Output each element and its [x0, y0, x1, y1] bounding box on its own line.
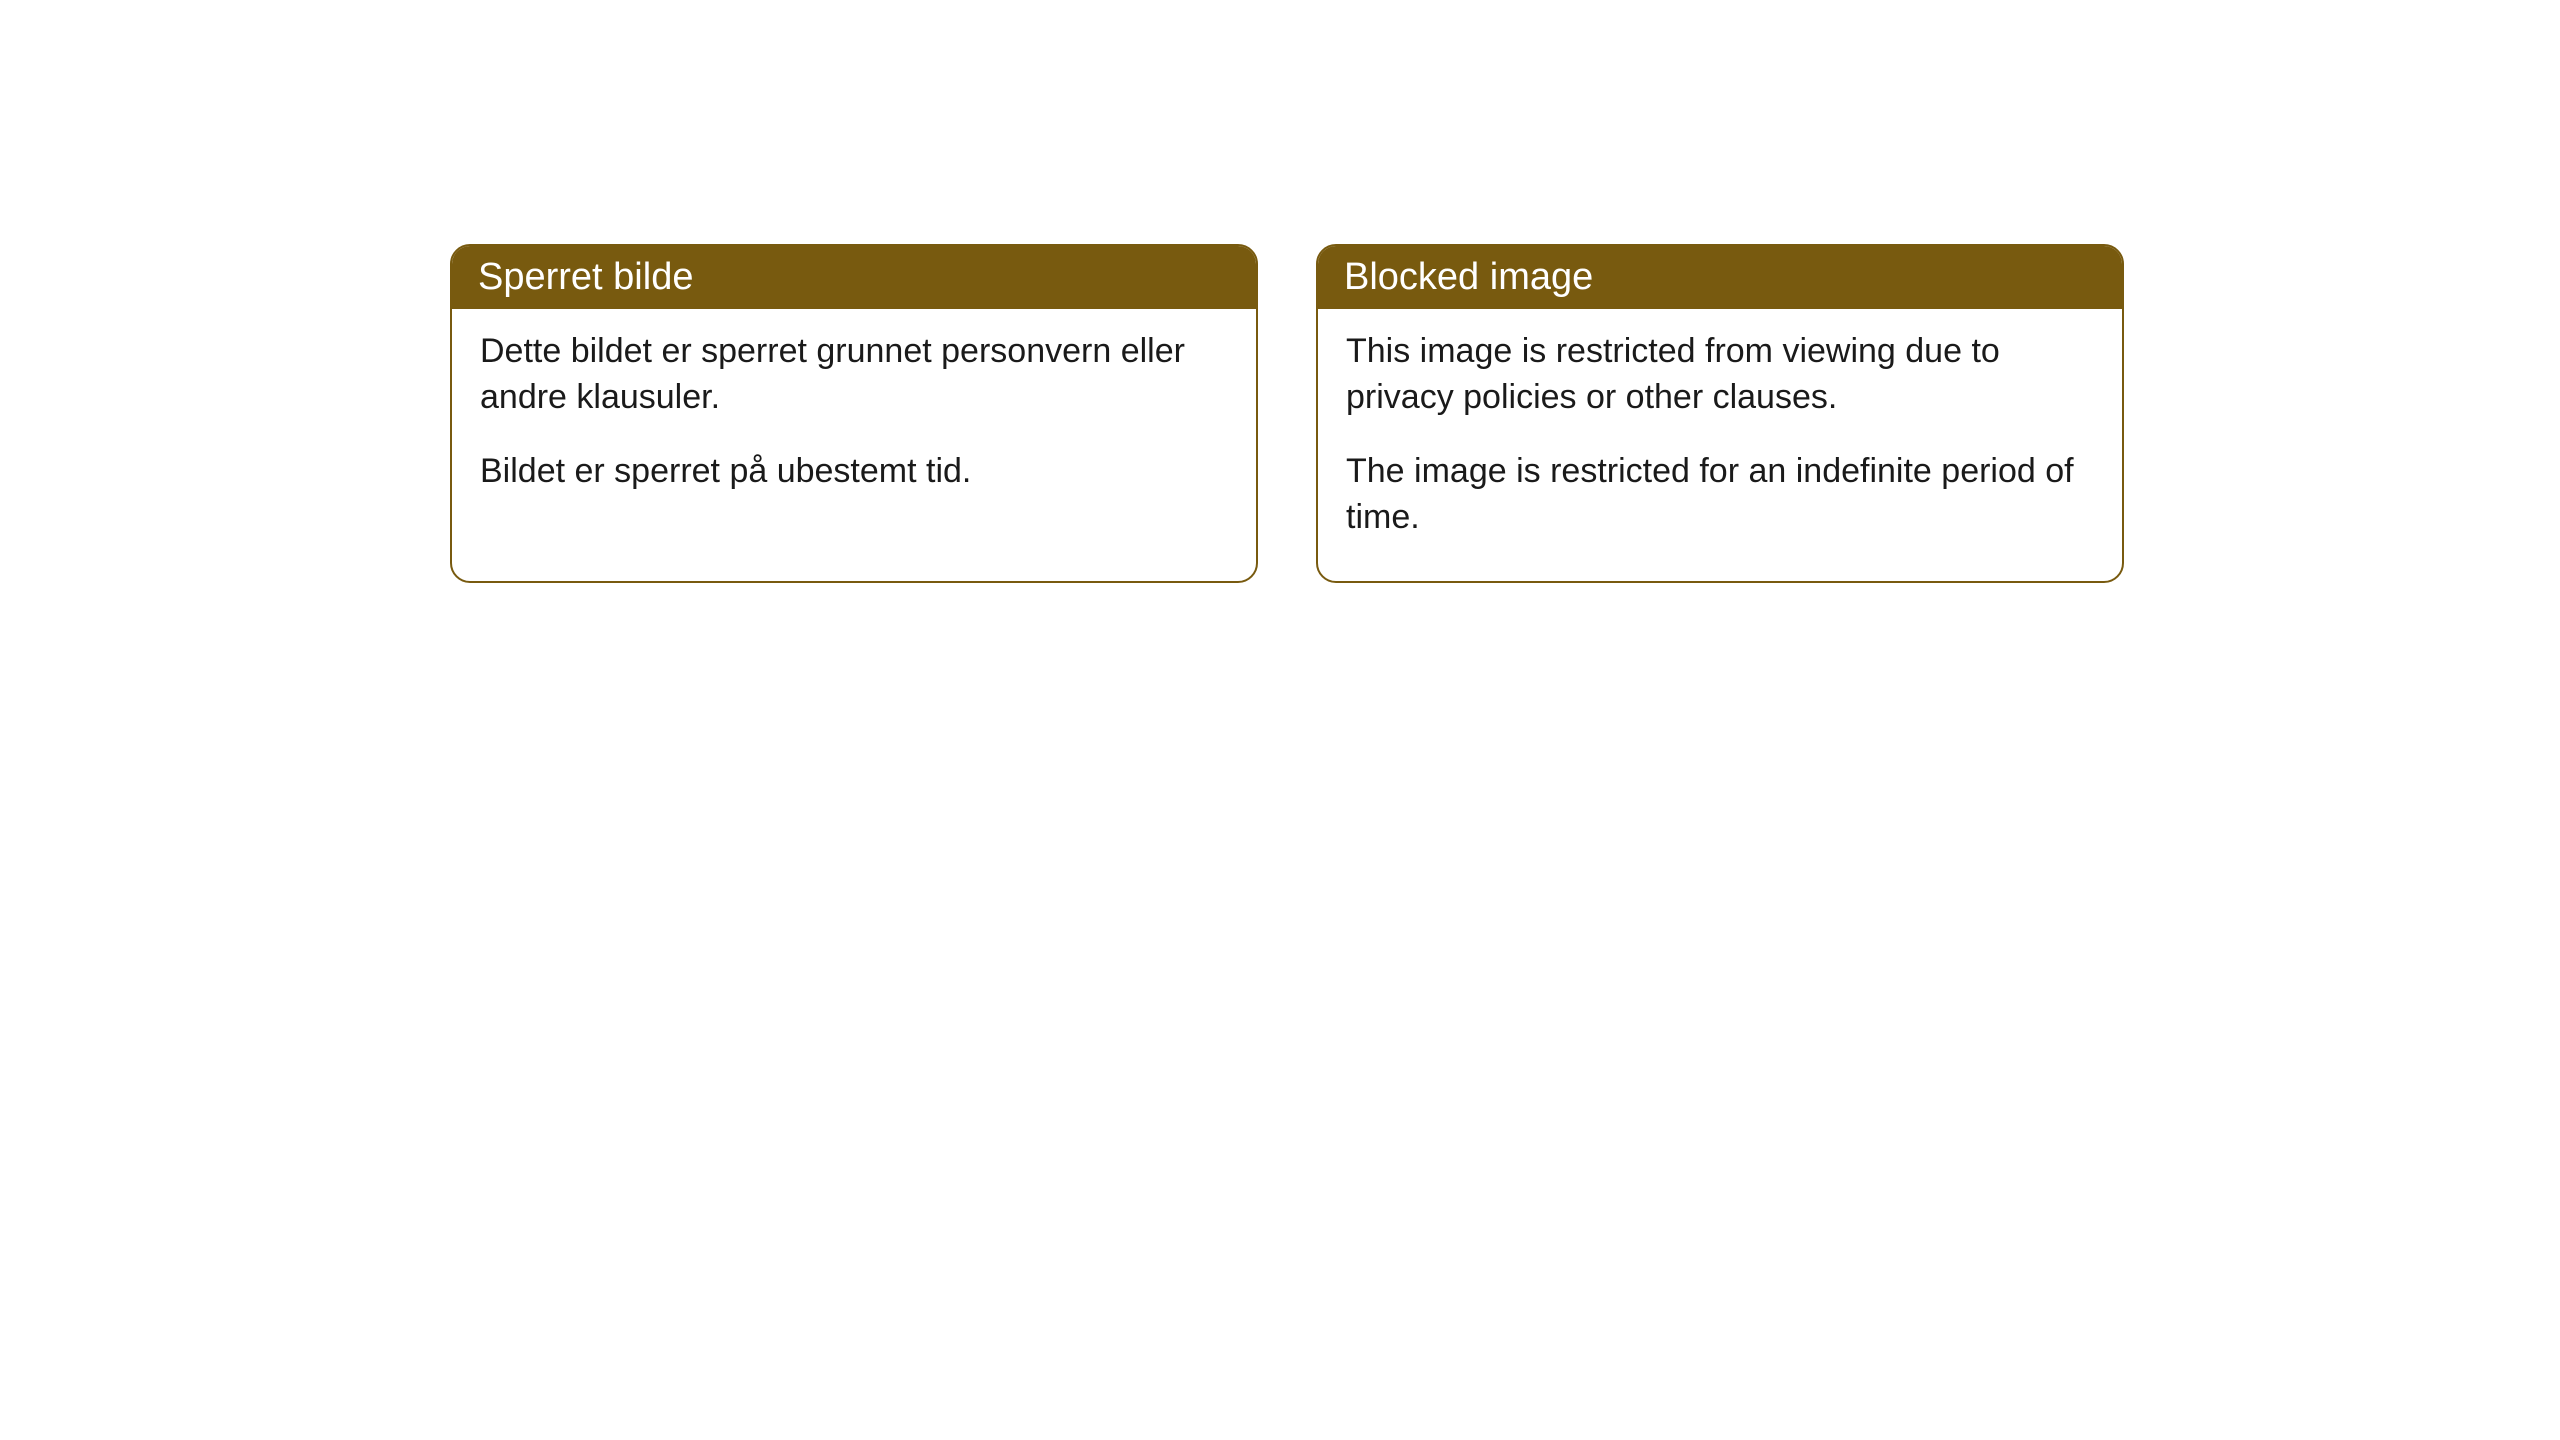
card-header-english: Blocked image [1318, 246, 2122, 309]
card-paragraph-2: Bildet er sperret på ubestemt tid. [480, 449, 1228, 495]
blocked-image-card-english: Blocked image This image is restricted f… [1316, 244, 2124, 583]
blocked-image-card-norwegian: Sperret bilde Dette bildet er sperret gr… [450, 244, 1258, 583]
card-title: Sperret bilde [478, 256, 693, 298]
card-paragraph-1: Dette bildet er sperret grunnet personve… [480, 329, 1228, 421]
card-paragraph-2: The image is restricted for an indefinit… [1346, 449, 2094, 541]
card-body-english: This image is restricted from viewing du… [1318, 309, 2122, 581]
blocked-image-cards: Sperret bilde Dette bildet er sperret gr… [450, 244, 2124, 583]
card-title: Blocked image [1344, 256, 1593, 298]
card-header-norwegian: Sperret bilde [452, 246, 1256, 309]
card-body-norwegian: Dette bildet er sperret grunnet personve… [452, 309, 1256, 535]
card-paragraph-1: This image is restricted from viewing du… [1346, 329, 2094, 421]
